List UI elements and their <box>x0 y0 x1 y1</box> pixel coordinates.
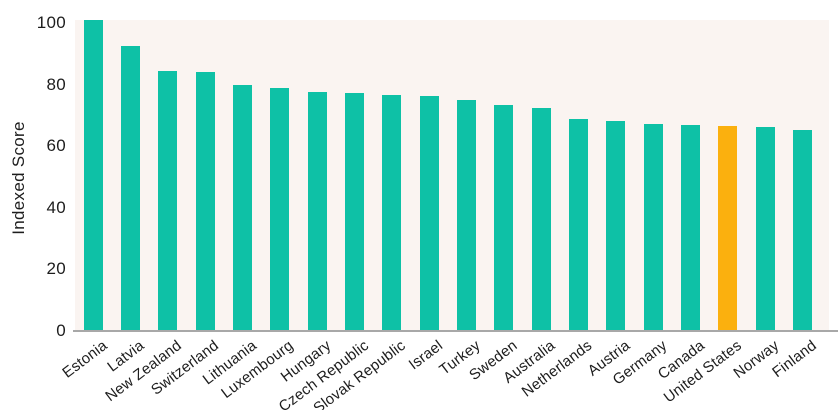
y-tick-label-20: 20 <box>46 259 66 279</box>
y-tick-label-60: 60 <box>46 136 66 156</box>
bar-united-states <box>718 126 738 331</box>
bar-israel <box>419 96 439 331</box>
bar-new-zealand <box>158 71 178 331</box>
x-label-estonia: Estonia <box>58 337 111 382</box>
bar-hungary <box>307 92 327 331</box>
bar-australia <box>531 108 551 331</box>
bar-switzerland <box>195 72 215 331</box>
y-tick-label-100: 100 <box>36 13 66 33</box>
bar-czech-republic <box>344 93 364 331</box>
bar-lithuania <box>232 85 252 331</box>
bar-netherlands <box>569 119 589 331</box>
bar-austria <box>606 121 626 331</box>
bar-canada <box>681 125 701 331</box>
bar-germany <box>643 124 663 331</box>
plot-area <box>75 20 829 331</box>
bar-turkey <box>457 100 476 331</box>
y-tick-label-80: 80 <box>46 74 66 94</box>
bar-latvia <box>120 46 140 331</box>
bar-finland <box>793 130 813 331</box>
bar-luxembourg <box>270 88 290 331</box>
x-axis-line <box>73 330 838 332</box>
bar-sweden <box>494 105 514 331</box>
bar-slovak-republic <box>382 95 402 331</box>
y-tick-label-40: 40 <box>46 197 66 217</box>
y-tick-label-0: 0 <box>56 321 66 340</box>
bar-norway <box>755 127 775 331</box>
bar-estonia <box>83 20 103 331</box>
